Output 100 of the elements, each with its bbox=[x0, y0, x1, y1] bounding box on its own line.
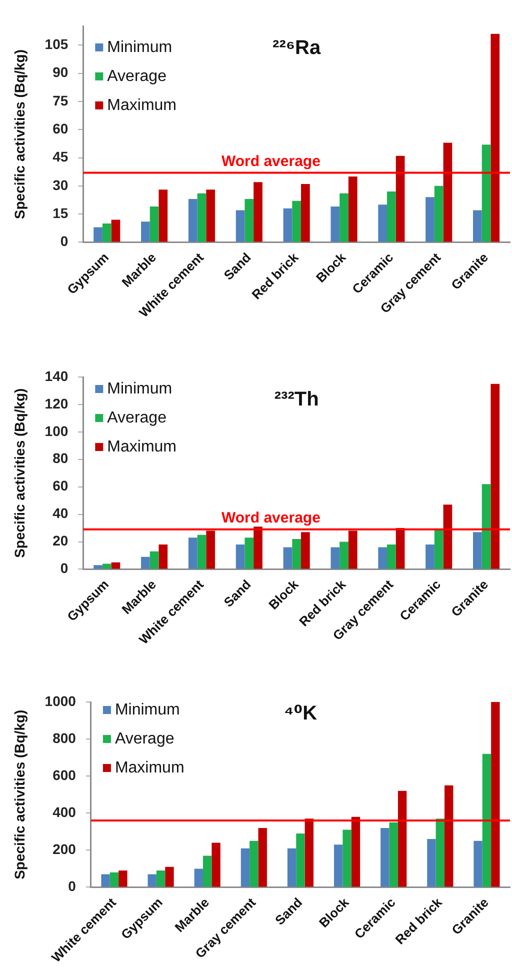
y-tick-label: 40 bbox=[52, 505, 68, 522]
legend-label: Minimum bbox=[107, 380, 172, 398]
legend-label: Maximum bbox=[114, 759, 184, 776]
bar bbox=[292, 539, 302, 569]
bar bbox=[158, 190, 168, 242]
bar bbox=[156, 870, 166, 887]
bar bbox=[258, 828, 267, 887]
ref-line-label: Word average bbox=[222, 152, 320, 170]
bar bbox=[301, 532, 310, 569]
ref-line-label: Word average bbox=[222, 509, 320, 526]
bar bbox=[141, 222, 150, 242]
y-axis-title: Specific activities (Bq/kg) bbox=[11, 388, 28, 558]
y-tick-label: 400 bbox=[52, 804, 76, 820]
y-tick-label: 90 bbox=[52, 64, 68, 80]
bar bbox=[188, 538, 198, 569]
y-tick-label: 100 bbox=[44, 422, 68, 439]
bar bbox=[348, 530, 358, 569]
bar bbox=[101, 874, 110, 887]
bar bbox=[110, 872, 119, 887]
legend-label: Minimum bbox=[114, 701, 180, 718]
bar bbox=[102, 223, 112, 242]
bar bbox=[304, 818, 314, 887]
bar bbox=[427, 839, 436, 887]
bar bbox=[111, 562, 120, 569]
bar bbox=[396, 528, 405, 569]
text: ²³²Th bbox=[274, 388, 319, 411]
bar bbox=[197, 534, 206, 569]
y-tick-label: 60 bbox=[52, 478, 68, 494]
y-tick-label: 800 bbox=[52, 730, 76, 746]
bar bbox=[94, 227, 102, 242]
bar bbox=[340, 193, 348, 242]
bar bbox=[474, 840, 482, 887]
y-axis-title: Specific activities (Bq/kg) bbox=[11, 50, 28, 220]
bar bbox=[296, 834, 305, 887]
bar bbox=[244, 538, 254, 569]
bar bbox=[94, 565, 102, 569]
legend-label: Minimum bbox=[107, 38, 172, 56]
legend-label: Maximum bbox=[107, 438, 176, 456]
bar bbox=[111, 220, 120, 242]
bar bbox=[396, 156, 405, 242]
y-tick-label: 20 bbox=[52, 532, 68, 549]
bar bbox=[434, 186, 444, 242]
bar bbox=[330, 547, 340, 569]
bar bbox=[141, 556, 150, 569]
bar bbox=[206, 190, 216, 242]
bar bbox=[351, 816, 360, 887]
bar bbox=[150, 551, 159, 569]
bar bbox=[254, 182, 262, 242]
bar bbox=[473, 210, 482, 242]
bar bbox=[158, 544, 168, 569]
bar bbox=[490, 34, 500, 242]
y-tick-label: 105 bbox=[44, 36, 68, 52]
y-tick-label: 1000 bbox=[44, 692, 76, 709]
chart-title: ⁴⁰K bbox=[284, 702, 318, 725]
bar bbox=[150, 206, 159, 242]
y-tick-label: 30 bbox=[52, 176, 68, 193]
bar bbox=[236, 544, 245, 569]
bar bbox=[148, 874, 156, 887]
bar bbox=[188, 199, 198, 242]
bar bbox=[254, 526, 262, 569]
bar bbox=[348, 176, 358, 242]
bar bbox=[482, 754, 492, 887]
bar bbox=[283, 547, 292, 569]
bar bbox=[330, 206, 340, 242]
y-tick-label: 0 bbox=[60, 233, 68, 250]
bar bbox=[203, 856, 212, 887]
bar bbox=[250, 840, 258, 887]
y-tick-label: 0 bbox=[68, 878, 76, 894]
y-tick-label: 15 bbox=[52, 204, 68, 221]
bar bbox=[482, 144, 491, 242]
bar bbox=[473, 532, 482, 569]
bar bbox=[118, 870, 128, 887]
bar bbox=[389, 822, 398, 887]
y-tick-label: 600 bbox=[52, 766, 76, 783]
bar bbox=[197, 193, 206, 242]
bar bbox=[378, 204, 388, 242]
bar bbox=[206, 530, 216, 569]
bar bbox=[434, 529, 444, 569]
bar bbox=[378, 547, 388, 569]
y-axis-title: Specific activities (Bq/kg) bbox=[11, 710, 28, 880]
legend-label: Average bbox=[107, 409, 167, 426]
bar bbox=[240, 848, 250, 887]
y-tick-label: 60 bbox=[52, 120, 68, 136]
bar bbox=[482, 484, 491, 569]
y-tick-label: 80 bbox=[52, 450, 68, 466]
y-tick-label: 200 bbox=[52, 841, 76, 858]
bar bbox=[236, 210, 245, 242]
bar bbox=[283, 208, 292, 242]
bar bbox=[342, 830, 352, 887]
y-tick-label: 120 bbox=[44, 395, 68, 412]
legend-label: Average bbox=[107, 68, 167, 85]
bar bbox=[443, 504, 452, 569]
bar bbox=[491, 702, 500, 887]
bar bbox=[387, 544, 396, 569]
bar bbox=[292, 200, 302, 242]
bar bbox=[426, 197, 434, 242]
text: ²²⁶Ra bbox=[272, 36, 322, 59]
y-tick-label: 0 bbox=[60, 560, 68, 576]
bar bbox=[165, 866, 174, 887]
bar bbox=[490, 384, 500, 569]
